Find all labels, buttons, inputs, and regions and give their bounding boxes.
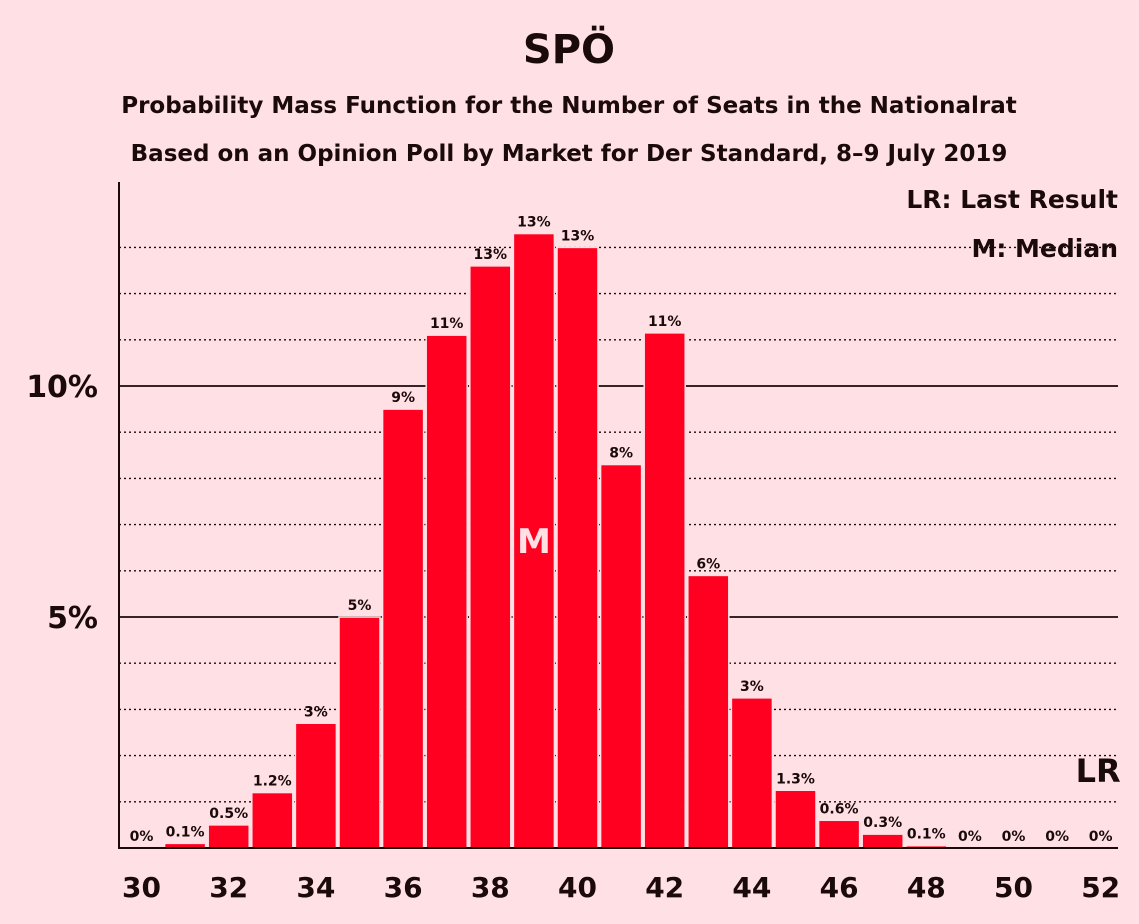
data-label-42: 11% xyxy=(648,314,682,330)
x-tick-34: 34 xyxy=(296,871,335,904)
x-tick-52: 52 xyxy=(1081,871,1120,904)
bar-41 xyxy=(601,465,642,848)
bar-40 xyxy=(557,247,598,848)
data-label-43: 6% xyxy=(696,556,720,572)
bar-36 xyxy=(383,409,424,848)
x-tick-labels: 30 32 34 36 38 40 42 44 46 48 50 52 xyxy=(122,871,1120,904)
data-label-46: 0.6% xyxy=(820,801,859,817)
data-label-50: 0% xyxy=(1002,829,1026,845)
data-label-34: 3% xyxy=(304,704,328,720)
data-label-49: 0% xyxy=(958,829,982,845)
x-tick-42: 42 xyxy=(645,871,684,904)
x-tick-36: 36 xyxy=(384,871,423,904)
x-tick-32: 32 xyxy=(209,871,248,904)
bar-32 xyxy=(208,825,249,848)
bar-42 xyxy=(644,333,685,848)
bar-34 xyxy=(295,723,336,848)
x-tick-40: 40 xyxy=(558,871,597,904)
bar-46 xyxy=(819,820,860,848)
bar-37 xyxy=(426,335,467,848)
legend-last-result: LR: Last Result xyxy=(906,185,1118,214)
bar-35 xyxy=(339,617,380,848)
data-label-52: 0% xyxy=(1089,829,1113,845)
x-tick-44: 44 xyxy=(732,871,771,904)
data-label-47: 0.3% xyxy=(863,815,902,831)
bar-45 xyxy=(775,790,816,848)
data-label-51: 0% xyxy=(1045,829,1069,845)
x-tick-38: 38 xyxy=(471,871,510,904)
data-label-48: 0.1% xyxy=(907,827,946,843)
data-label-37: 11% xyxy=(430,316,464,332)
y-tick-10: 10% xyxy=(26,370,98,405)
data-label-38: 13% xyxy=(474,247,508,263)
bar-33 xyxy=(252,793,293,848)
data-label-33: 1.2% xyxy=(253,774,292,790)
data-label-45: 1.3% xyxy=(776,771,815,787)
bar-43 xyxy=(688,575,729,848)
y-tick-5: 5% xyxy=(47,601,98,636)
data-label-32: 0.5% xyxy=(209,806,248,822)
x-tick-46: 46 xyxy=(820,871,859,904)
data-label-44: 3% xyxy=(740,679,764,695)
data-label-30: 0% xyxy=(130,829,154,845)
x-tick-48: 48 xyxy=(907,871,946,904)
x-tick-30: 30 xyxy=(122,871,161,904)
legend-median: M: Median xyxy=(971,234,1118,263)
data-label-39: 13% xyxy=(517,215,551,231)
bar-47 xyxy=(862,834,903,848)
data-label-31: 0.1% xyxy=(166,824,205,840)
last-result-marker: LR xyxy=(1076,752,1121,790)
data-label-35: 5% xyxy=(348,598,372,614)
chart-subtitle-line-1: Probability Mass Function for the Number… xyxy=(121,93,1017,119)
bar-44 xyxy=(731,698,772,848)
data-label-41: 8% xyxy=(609,446,633,462)
data-label-36: 9% xyxy=(391,390,415,406)
x-tick-50: 50 xyxy=(994,871,1033,904)
chart-subtitle-line-2: Based on an Opinion Poll by Market for D… xyxy=(131,141,1008,167)
bar-38 xyxy=(470,266,511,848)
chart-title: SPÖ xyxy=(523,25,615,73)
y-tick-labels: 5% 10% xyxy=(26,370,98,636)
data-label-40: 13% xyxy=(561,228,595,244)
median-marker: M xyxy=(517,522,551,562)
